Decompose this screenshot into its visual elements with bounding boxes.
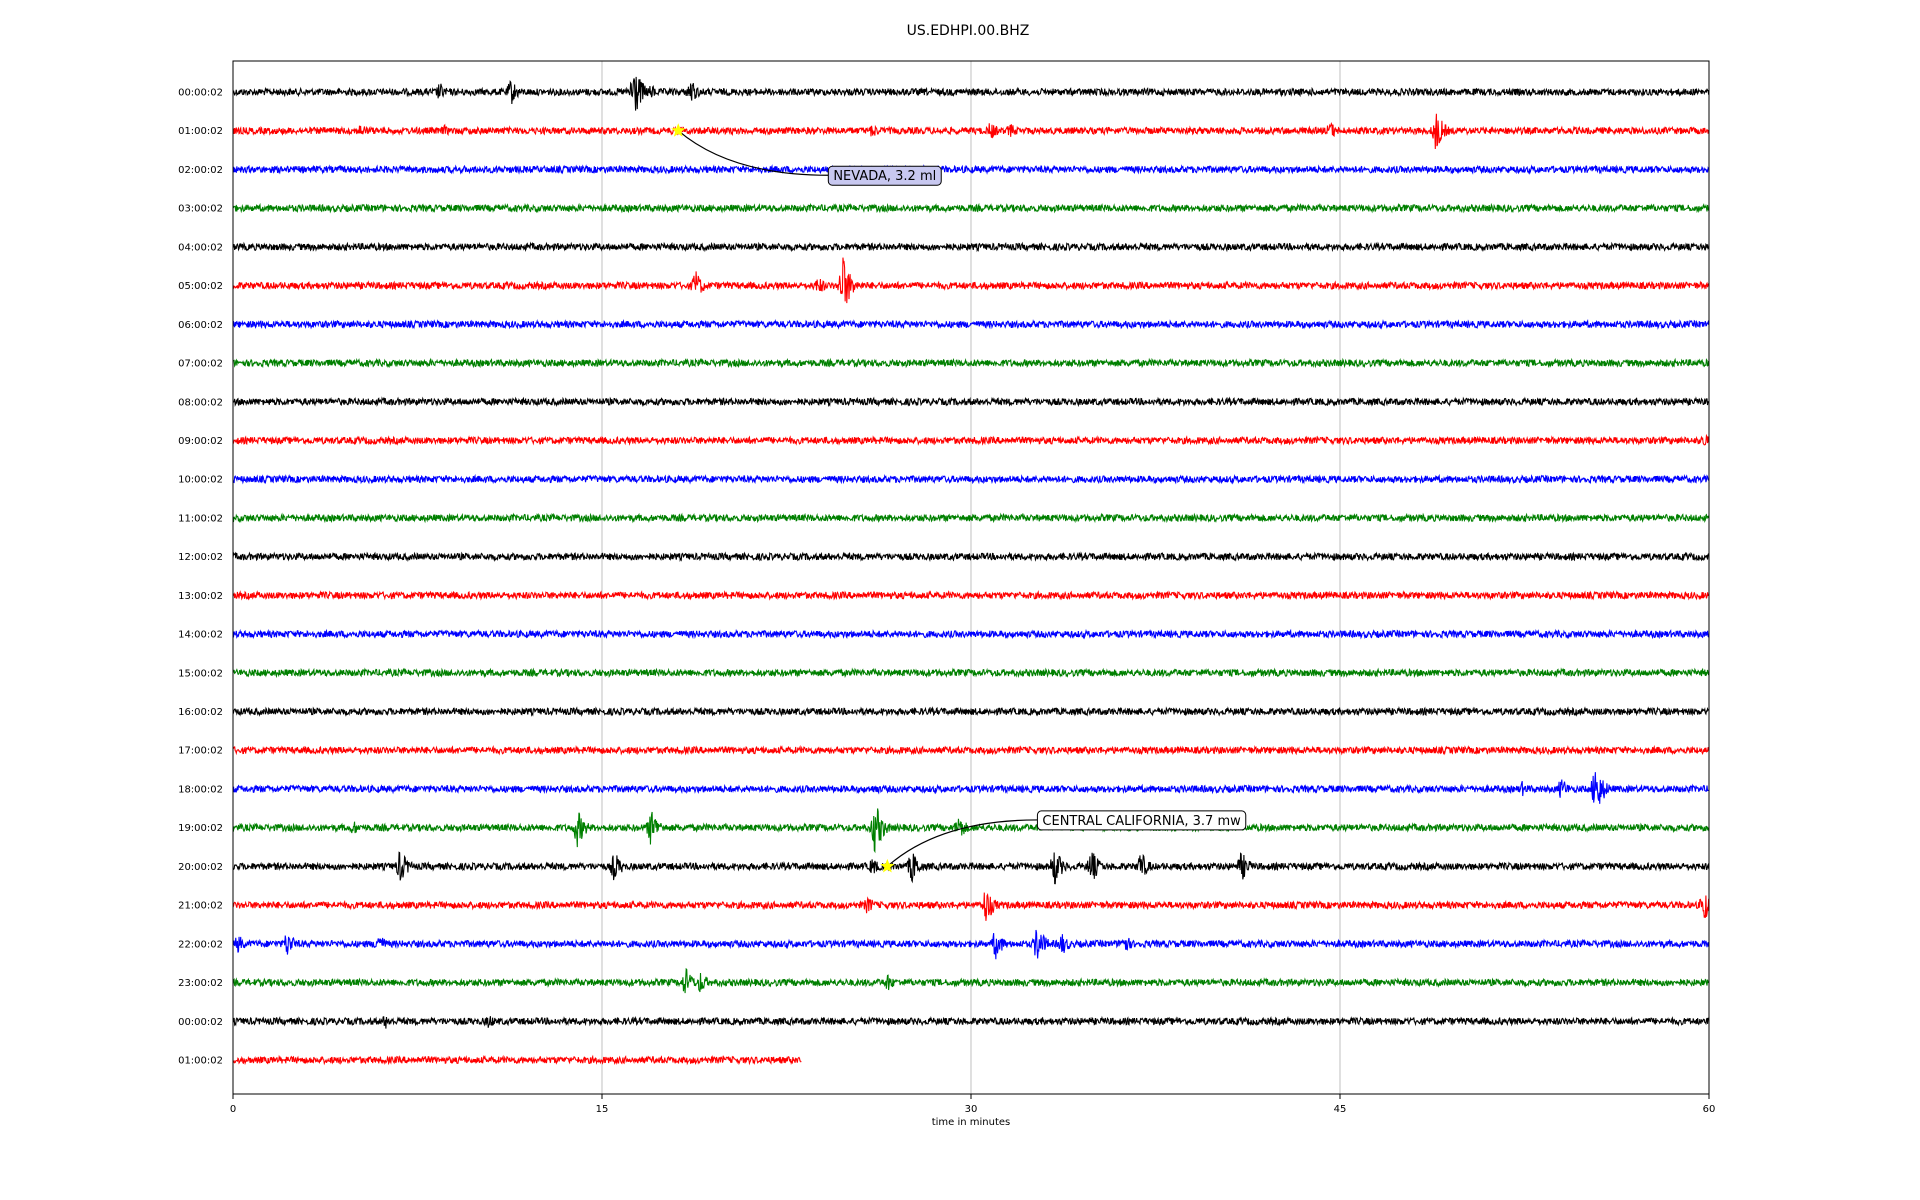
x-axis-label: time in minutes (932, 1117, 1011, 1128)
row-time-label: 05:00:02 (178, 281, 223, 292)
row-time-label: 01:00:02 (178, 126, 223, 137)
trace-row (232, 744, 1710, 756)
x-tick-label: 0 (230, 1104, 236, 1115)
event-leader-line (886, 819, 1038, 867)
x-tick-label: 30 (965, 1104, 978, 1115)
trace-row (232, 164, 1710, 175)
row-time-label: 10:00:02 (178, 475, 223, 486)
event-leader-line (677, 130, 829, 176)
row-time-label: 18:00:02 (178, 784, 223, 795)
trace-row (232, 113, 1710, 150)
trace-row (232, 318, 1710, 330)
row-time-label: 12:00:02 (178, 552, 223, 563)
row-time-label: 11:00:02 (178, 513, 223, 524)
trace-row (232, 1015, 1709, 1029)
trace-row (232, 667, 1710, 679)
row-time-label: 14:00:02 (178, 630, 223, 641)
row-time-label: 22:00:02 (178, 939, 223, 950)
trace-row (232, 706, 1710, 717)
trace-row (232, 512, 1710, 524)
row-time-label: 17:00:02 (178, 746, 223, 757)
row-time-label: 16:00:02 (178, 707, 223, 718)
event-label-box (1036, 810, 1247, 831)
row-time-label: 00:00:02 (178, 1017, 223, 1028)
row-time-label: 20:00:02 (178, 862, 223, 873)
trace-row (232, 589, 1710, 601)
x-tick-label: 45 (1334, 1104, 1347, 1115)
trace-row (232, 628, 1710, 640)
trace-row (232, 808, 1710, 854)
row-time-label: 19:00:02 (178, 823, 223, 834)
trace-group (232, 76, 1710, 1066)
event-star-marker (880, 858, 895, 873)
row-time-label: 00:00:02 (178, 88, 223, 99)
row-time-label: 01:00:02 (178, 1056, 223, 1067)
row-time-label: 15:00:02 (178, 668, 223, 679)
trace-row (232, 851, 1710, 885)
row-time-label: 09:00:02 (178, 436, 223, 447)
trace-row (232, 202, 1710, 214)
row-time-label: 23:00:02 (178, 978, 223, 989)
trace-row (232, 967, 1710, 994)
trace-row (232, 357, 1710, 369)
row-time-labels: 00:00:02 01:00:02 02:00:02 03:00:02 04:00:02… (178, 88, 223, 1067)
event-annotations: NEVADA, 3.2 ml CENTRAL CALIFORNIA, 3.7 mw (671, 123, 1247, 873)
x-tick-label: 15 (596, 1104, 609, 1115)
row-time-label: 08:00:02 (178, 397, 223, 408)
event-star-marker (671, 123, 686, 137)
trace-row (232, 257, 1710, 304)
x-axis: 0 15 30 45 60 (230, 1094, 1716, 1115)
row-time-label: 06:00:02 (178, 320, 223, 331)
trace-row (232, 241, 1710, 253)
row-time-label: 13:00:02 (178, 591, 223, 602)
x-tick-label: 60 (1703, 1104, 1716, 1115)
event-label-box (827, 165, 942, 186)
chart-title: US.EDHPI.00.BHZ (907, 23, 1030, 39)
row-time-label: 02:00:02 (178, 165, 223, 176)
trace-row (232, 929, 1710, 960)
trace-row (232, 892, 1710, 921)
trace-row (232, 396, 1710, 408)
row-time-label: 07:00:02 (178, 359, 223, 370)
trace-row (232, 433, 1710, 446)
trace-row (232, 473, 1710, 485)
trace-row (232, 772, 1709, 804)
grid-lines (601, 61, 1341, 1094)
row-time-label: 03:00:02 (178, 204, 223, 215)
trace-row (232, 1054, 802, 1066)
row-time-label: 04:00:02 (178, 242, 223, 253)
trace-row (232, 551, 1710, 563)
row-time-label: 21:00:02 (178, 901, 223, 912)
event-label: CENTRAL CALIFORNIA, 3.7 mw (1042, 814, 1241, 829)
trace-row (232, 76, 1710, 111)
event-label: NEVADA, 3.2 ml (833, 169, 936, 184)
